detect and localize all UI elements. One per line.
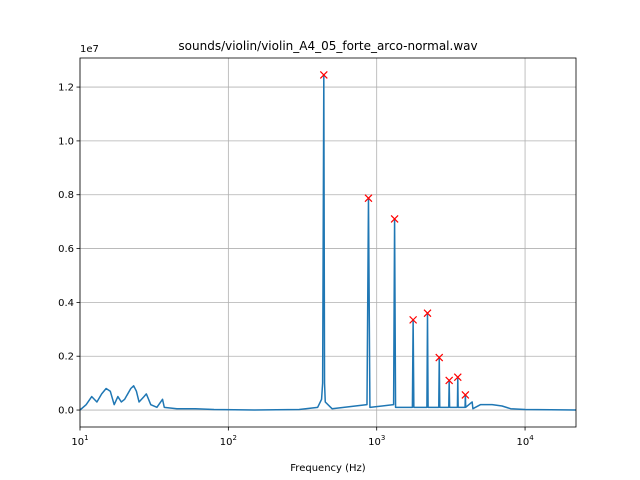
x-tick-base: 10: [516, 437, 529, 448]
y-tick-label: 0.2: [58, 352, 74, 363]
peak-marker: [364, 194, 373, 203]
x-tick-exponent: 2: [232, 434, 236, 442]
y-tick-label: 0.6: [58, 244, 74, 255]
y-tick-label: 1.0: [58, 136, 74, 147]
peak-marker: [461, 391, 470, 399]
chart-title: sounds/violin/violin_A4_05_forte_arco-no…: [178, 39, 477, 53]
peak-marker: [390, 215, 399, 223]
axes-frame: [79, 57, 577, 428]
y-offset-label: 1e7: [80, 44, 99, 55]
spectrum-line: [80, 74, 576, 411]
x-tick-exponent: 4: [529, 434, 534, 442]
x-tick-label: 101: [71, 434, 88, 448]
grid: [79, 58, 576, 427]
y-tick-label: 1.2: [58, 83, 74, 94]
peak-marker: [409, 315, 418, 324]
x-tick-label: 104: [516, 434, 534, 448]
peak-marker: [435, 353, 444, 362]
peak-marker: [319, 71, 328, 79]
x-tick-base: 10: [220, 437, 233, 448]
x-tick-label: 102: [220, 434, 237, 448]
x-axis-label: Frequency (Hz): [290, 463, 366, 474]
x-tick-base: 10: [368, 437, 381, 448]
peak-marker: [453, 373, 462, 382]
y-tick-label: 0.4: [58, 298, 74, 309]
x-tick-exponent: 3: [381, 434, 385, 442]
x-tick-label: 103: [368, 434, 385, 448]
peak-marker: [445, 376, 454, 385]
x-tick-base: 10: [71, 437, 84, 448]
plot-area: [80, 71, 576, 411]
peak-marker: [423, 309, 432, 318]
x-tick-exponent: 1: [84, 434, 88, 442]
y-tick-label: 0.8: [58, 190, 74, 201]
y-tick-label: 0.0: [58, 406, 74, 417]
